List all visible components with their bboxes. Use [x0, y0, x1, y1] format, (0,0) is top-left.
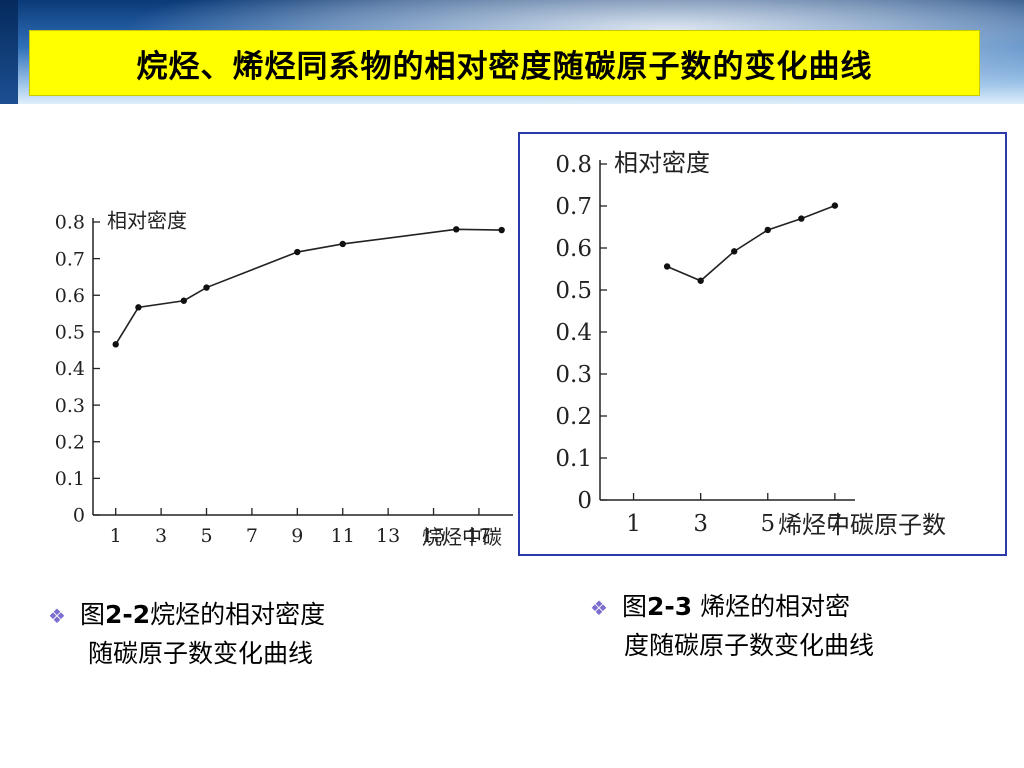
alkane-density-chart: 0 0.1 0.2 0.3 0.4 0.5 0.6 0.7 0.8 1 3 5 7 9 11 13 15 17 相对… [30, 190, 530, 564]
diamond-bullet-icon: ❖ [48, 604, 66, 628]
data-point [663, 263, 671, 270]
data-point [294, 248, 301, 256]
slide-title: 烷烃、烯烃同系物的相对密度随碳原子数的变化曲线 [136, 48, 873, 85]
data-point [697, 277, 704, 284]
data-point [731, 248, 738, 255]
x-tick-label: 3 [693, 511, 708, 537]
caption-line1: 烷烃的相对密度 [150, 600, 326, 629]
y-tick-label: 0.7 [55, 248, 85, 270]
y-tick-label: 0.2 [555, 404, 592, 430]
data-point [180, 297, 188, 304]
x-tick-label: 9 [291, 525, 303, 547]
caption-prefix: 图 [621, 592, 647, 621]
y-tick-label: 0.6 [55, 285, 85, 307]
data-point [764, 226, 771, 234]
header-left-bar [0, 0, 18, 104]
x-tick-label: 5 [760, 511, 775, 537]
data-point [831, 202, 839, 209]
y-tick-label: 0.1 [555, 446, 592, 472]
x-tick-label: 13 [376, 525, 400, 547]
y-tick-label: 0.1 [55, 468, 85, 490]
y-tick-label: 0.8 [555, 152, 592, 178]
data-point [798, 215, 805, 222]
y-tick-label: 0 [73, 505, 85, 527]
slide-title-box: 烷烃、烯烃同系物的相对密度随碳原子数的变化曲线 [29, 30, 980, 96]
caption-figure-2-3: ❖ 图2-3 烯烃的相对密 度随碳原子数变化曲线 [590, 588, 1000, 665]
y-tick-label: 0.5 [555, 278, 592, 304]
series-line [115, 228, 502, 345]
caption-figure-2-2: ❖ 图2-2烷烃的相对密度 随碳原子数变化曲线 [48, 596, 468, 673]
x-tick-label: 7 [828, 511, 843, 537]
y-tick-label: 0.4 [55, 358, 85, 380]
x-axis-label: 烯烃中碳原子数 [778, 511, 946, 539]
data-point [498, 226, 505, 234]
x-tick-label: 1 [626, 511, 641, 537]
series-line [666, 204, 836, 282]
y-tick-label: 0.2 [55, 431, 85, 453]
y-axis-label: 相对密度 [614, 149, 710, 177]
x-tick-label: 3 [155, 525, 167, 547]
y-tick-label: 0.6 [555, 236, 592, 262]
y-tick-label: 0.5 [55, 322, 85, 344]
x-tick-label: 5 [200, 525, 212, 547]
diamond-bullet-icon: ❖ [590, 596, 608, 620]
caption-line1: 烯烃的相对密 [692, 592, 851, 621]
x-tick-label: 7 [246, 525, 258, 547]
alkane-chart-svg: 00.10.20.30.40.50.60.70.81 3 5 7 9 11 13 15 17相对… [55, 209, 513, 549]
caption-line2: 随碳原子数变化曲线 [88, 639, 314, 668]
y-tick-label: 0.3 [555, 362, 592, 388]
alkene-chart-frame: 0 0.1 0.2 0.3 0.4 0.5 0.6 0.7 0.8 1 3 5 7 相对密度烯烃中碳原子数 [518, 132, 1007, 556]
x-tick-label: 11 [331, 525, 355, 547]
y-tick-label: 0.3 [55, 395, 85, 417]
y-tick-label: 0.7 [555, 194, 592, 220]
x-axis-label: 烷烃中碳 [422, 525, 502, 549]
y-tick-label: 0.4 [555, 320, 592, 346]
x-tick-label: 17 [467, 525, 491, 547]
caption-line2: 度随碳原子数变化曲线 [624, 631, 875, 660]
data-point [203, 284, 210, 291]
y-tick-label: 0 [577, 488, 592, 514]
x-tick-label: 15 [421, 525, 445, 547]
y-tick-label: 0.8 [55, 212, 85, 234]
data-point [112, 341, 119, 348]
y-axis-label: 相对密度 [107, 209, 187, 233]
x-tick-label: 1 [110, 525, 122, 547]
data-point [135, 304, 142, 311]
caption-figure-number: 2-3 [646, 592, 693, 621]
caption-prefix: 图 [79, 600, 105, 629]
data-point [339, 240, 346, 248]
data-point [453, 226, 460, 233]
caption-figure-number: 2-2 [104, 600, 151, 629]
